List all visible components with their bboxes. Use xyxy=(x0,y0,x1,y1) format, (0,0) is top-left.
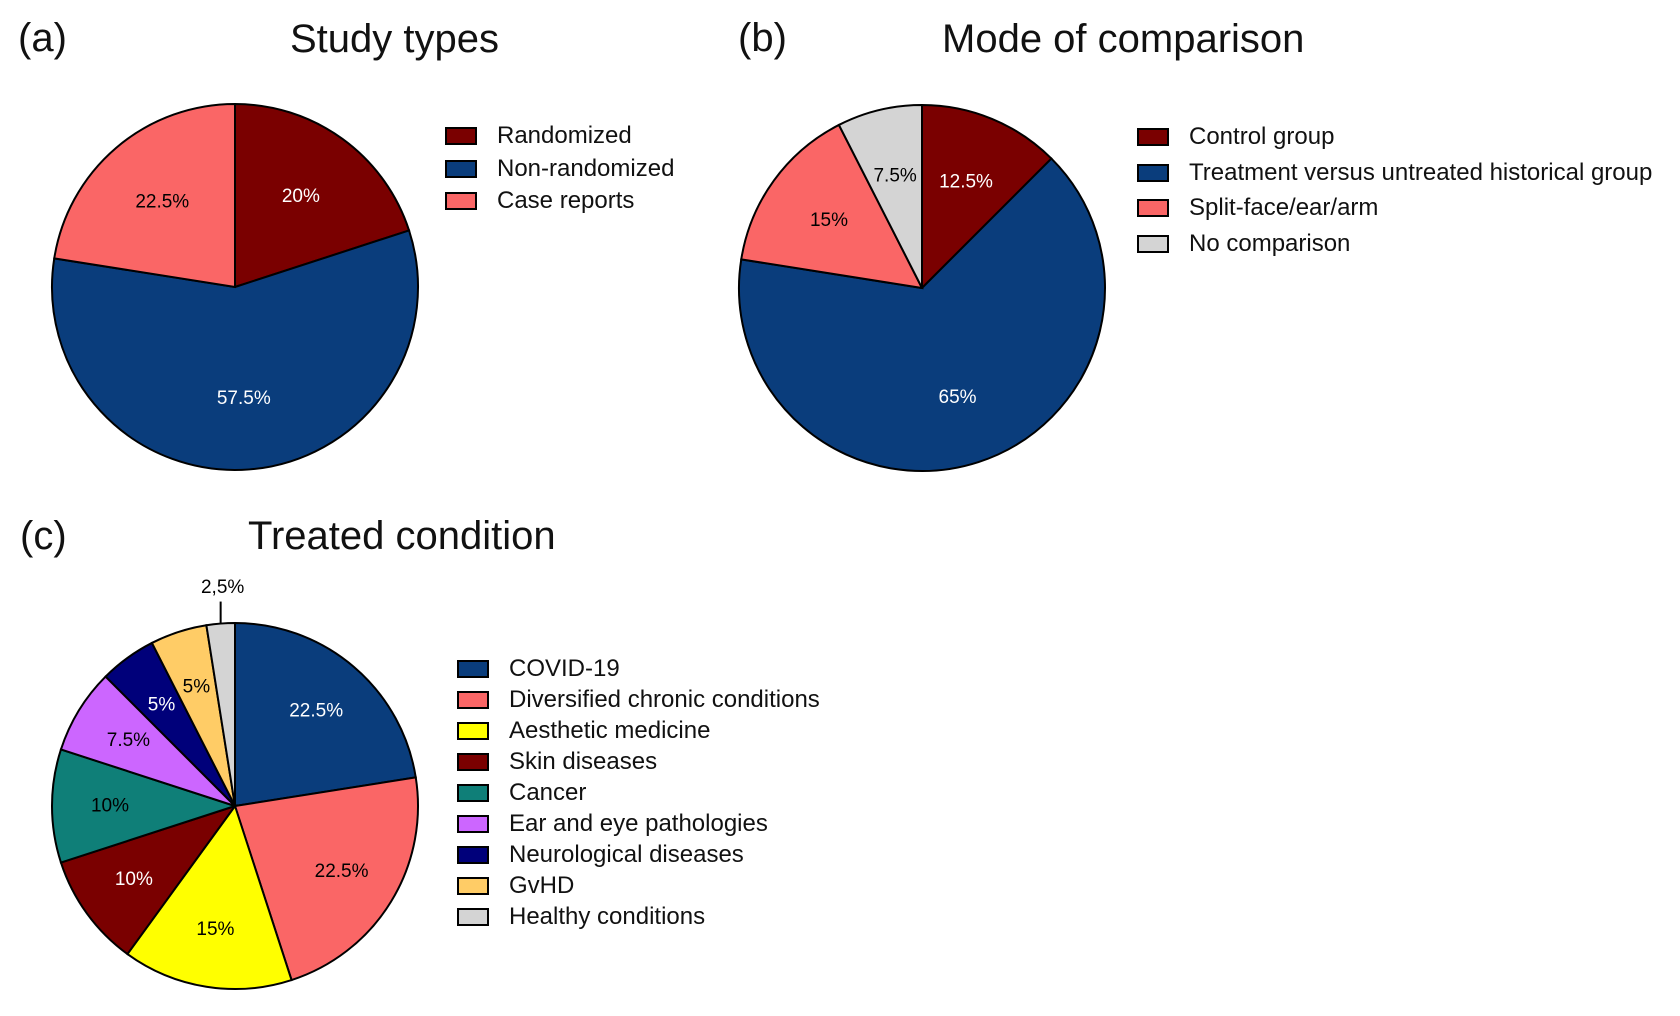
pie-slice-aesthetic-medicine xyxy=(126,803,293,990)
pie-slice-treatment-versus-untreated-historical-group xyxy=(738,157,1106,472)
legend-label: No comparison xyxy=(1189,229,1351,257)
legend-swatch xyxy=(457,846,489,864)
data-label-split-face-ear-arm: 15% xyxy=(810,210,848,231)
pie-slice-no-comparison xyxy=(837,103,923,289)
panel-label-a: (a) xyxy=(18,16,67,60)
data-label-case-reports: 22.5% xyxy=(135,191,189,212)
data-label-aesthetic-medicine: 15% xyxy=(196,919,234,940)
legend-label: Skin diseases xyxy=(509,748,658,775)
legend-swatch xyxy=(1137,163,1169,182)
data-label-skin-diseases: 10% xyxy=(115,869,153,890)
legend-swatch xyxy=(1137,234,1169,253)
legend-swatch xyxy=(445,192,477,210)
legend-label: Aesthetic medicine xyxy=(509,717,711,744)
legend-label: Treatment versus untreated historical gr… xyxy=(1189,158,1653,186)
pie-slice-randomized xyxy=(234,102,411,289)
chart-title-mode-of-comparison: Mode of comparison xyxy=(942,17,1305,61)
legend-label: Control group xyxy=(1189,123,1335,150)
legend-label: COVID-19 xyxy=(509,655,620,682)
pie-slice-case-reports xyxy=(53,102,236,289)
legend-swatch xyxy=(457,753,489,771)
legend-label: Case reports xyxy=(497,187,635,214)
legend-swatch xyxy=(457,660,489,678)
data-label-non-randomized: 57.5% xyxy=(217,388,271,409)
legend-swatch xyxy=(457,691,489,709)
legend-swatch xyxy=(457,815,489,833)
panel-label-c: (c) xyxy=(20,514,67,558)
legend-label: Non-randomized xyxy=(497,154,675,182)
legend-swatch xyxy=(1137,199,1169,217)
pie-slice-non-randomized xyxy=(51,229,419,471)
legend-swatch xyxy=(445,159,477,178)
data-label-neurological-diseases: 5% xyxy=(148,694,176,715)
legend-label: GvHD xyxy=(509,872,575,899)
legend-label: Cancer xyxy=(509,779,587,806)
data-label-control-group: 12.5% xyxy=(939,171,993,192)
legend-label: Healthy conditions xyxy=(509,903,706,930)
legend-swatch xyxy=(445,127,477,145)
legend-label: Randomized xyxy=(497,122,632,149)
panel-label-b: (b) xyxy=(738,16,787,60)
pie-slice-cancer xyxy=(51,748,239,864)
legend-label: Split-face/ear/arm xyxy=(1189,194,1379,221)
pie-slice-control-group xyxy=(921,103,1053,291)
chart-title-treated-condition: Treated condition xyxy=(248,514,556,558)
pie-slice-diversified-chronic-conditions xyxy=(233,776,419,982)
data-label-no-comparison: 7.5% xyxy=(873,166,916,187)
data-label-diversified-chronic-conditions: 22.5% xyxy=(315,861,369,882)
data-label-gvhd: 5% xyxy=(183,677,211,698)
legend-swatch xyxy=(1137,128,1169,146)
data-label-healthy-conditions: 2,5% xyxy=(201,577,244,598)
data-label-cancer: 10% xyxy=(91,796,129,817)
pie-slice-split-face-ear-arm xyxy=(740,123,924,290)
data-label-treatment-versus-untreated-historical-group: 65% xyxy=(939,387,977,408)
legend-swatch xyxy=(457,877,489,895)
data-label-ear-and-eye-pathologies: 7.5% xyxy=(107,730,150,751)
chart-title-study-types: Study types xyxy=(290,17,500,61)
pie-slice-covid-19 xyxy=(234,621,417,808)
legend-swatch xyxy=(457,784,489,802)
legend-swatch xyxy=(457,908,489,926)
legend-label: Neurological diseases xyxy=(509,841,744,868)
legend-label: Diversified chronic conditions xyxy=(509,686,820,713)
data-label-covid-19: 22.5% xyxy=(289,700,343,721)
pie-slice-skin-diseases xyxy=(59,804,238,956)
legend-label: Ear and eye pathologies xyxy=(509,810,768,837)
legend-swatch xyxy=(457,722,489,740)
data-label-randomized: 20% xyxy=(282,186,320,207)
